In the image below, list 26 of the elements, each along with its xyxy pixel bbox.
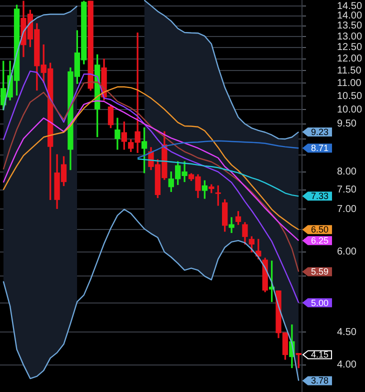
y-tick-label: 4.50	[337, 326, 357, 338]
y-tick-label: 10.00	[337, 104, 362, 116]
y-tick-label: 13.50	[337, 20, 362, 32]
data-label: 6.25	[310, 236, 329, 246]
y-tick-label: 14.50	[337, 0, 362, 12]
data-label: 5.00	[310, 298, 329, 308]
y-tick-label: 14.00	[337, 10, 362, 22]
y-tick-label: 12.50	[337, 42, 362, 54]
y-tick-label: 8.00	[337, 166, 357, 178]
data-label: 3.78	[310, 376, 329, 386]
text: 4.15	[310, 350, 329, 360]
y-tick-label: 11.00	[337, 78, 362, 89]
y-tick-label: 11.50	[337, 65, 362, 76]
data-label: 9.23	[310, 126, 329, 137]
data-label: 5.59	[310, 266, 329, 277]
y-tick-label: 7.00	[337, 204, 357, 215]
y-tick-label: 6.00	[337, 246, 357, 258]
data-label: 8.71	[310, 143, 329, 154]
y-tick-label: 10.50	[337, 90, 362, 102]
y-tick-label: 4.00	[337, 360, 357, 371]
data-label: 6.50	[310, 224, 329, 235]
y-tick-label: 9.50	[337, 118, 357, 130]
y-tick-label: 13.00	[337, 31, 362, 42]
y-tick-label: 7.50	[337, 184, 357, 196]
data-label: 7.33	[310, 191, 329, 202]
y-tick-label: 12.00	[337, 54, 362, 65]
